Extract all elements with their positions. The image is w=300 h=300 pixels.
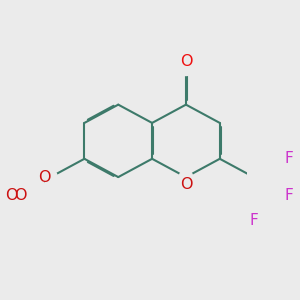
Text: O: O: [6, 188, 18, 203]
Circle shape: [248, 208, 259, 218]
Circle shape: [13, 186, 32, 205]
Circle shape: [44, 170, 57, 184]
Circle shape: [250, 173, 258, 181]
Text: O: O: [180, 177, 192, 192]
Text: F: F: [249, 213, 258, 228]
Text: F: F: [284, 151, 293, 166]
Circle shape: [279, 153, 289, 164]
Text: O: O: [180, 54, 192, 69]
Text: O: O: [38, 169, 51, 184]
Circle shape: [179, 170, 193, 184]
Circle shape: [279, 190, 289, 201]
Text: O: O: [14, 188, 27, 203]
Text: F: F: [284, 188, 293, 203]
Circle shape: [18, 191, 26, 200]
Circle shape: [179, 62, 193, 76]
